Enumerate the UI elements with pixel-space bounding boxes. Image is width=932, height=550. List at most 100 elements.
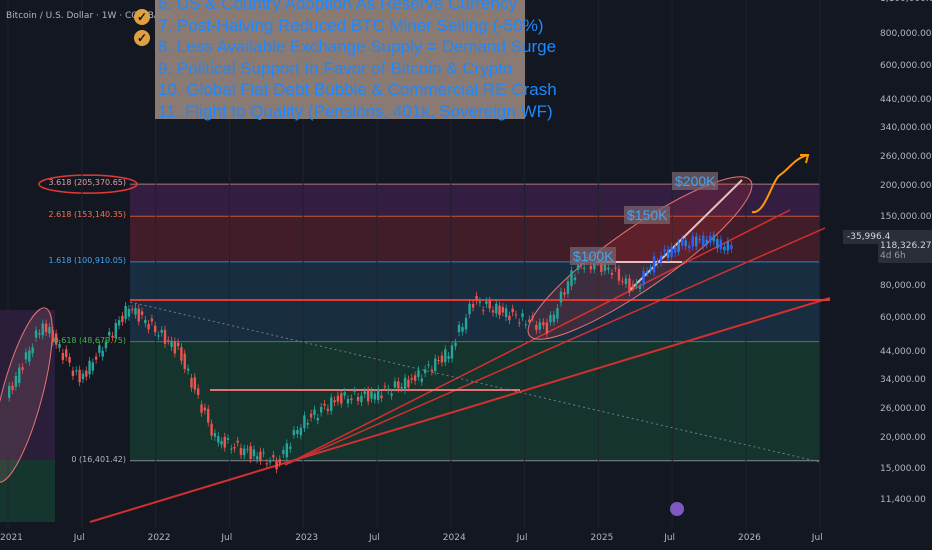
candle: [363, 391, 366, 395]
candle: [18, 367, 21, 383]
y-tick-label: 20,000.00: [880, 433, 926, 443]
candle: [262, 452, 265, 454]
candle: [444, 349, 447, 363]
candle: [603, 262, 607, 271]
candle: [249, 446, 252, 459]
x-tick-label: Jul: [369, 533, 380, 543]
check-icon: ✓: [134, 9, 150, 25]
candle: [289, 446, 292, 449]
candle: [71, 370, 75, 376]
candle: [400, 386, 403, 389]
candle: [642, 270, 645, 286]
candle: [140, 311, 144, 315]
candle: [478, 301, 482, 303]
trendline: [89, 297, 831, 523]
candle: [566, 281, 570, 294]
projection-arrow: [800, 154, 810, 164]
candle: [323, 403, 326, 406]
candle: [475, 295, 478, 301]
candle: [366, 390, 370, 402]
candle: [485, 301, 488, 304]
candle: [38, 333, 41, 335]
y-tick-label: 340,000.00: [880, 122, 932, 133]
candle: [190, 378, 193, 388]
candle: [624, 278, 628, 285]
candle: [124, 305, 127, 320]
candle: [213, 433, 217, 437]
candle: [41, 323, 44, 336]
y-tick-label: 26,000.00: [880, 404, 926, 415]
candle: [726, 241, 730, 251]
candle: [11, 385, 14, 390]
candle: [114, 323, 117, 338]
candle: [528, 319, 531, 322]
candle: [217, 436, 220, 443]
candle: [313, 409, 316, 415]
candle: [268, 461, 272, 463]
candle: [730, 245, 733, 249]
candle: [702, 235, 705, 247]
candle: [393, 381, 397, 388]
candle: [656, 261, 659, 264]
candle: [316, 418, 320, 421]
candle: [659, 255, 663, 263]
y-tick-label: 80,000.00: [880, 281, 926, 292]
thesis-line: 11. Flight to Quality (Pensions, 401k, S…: [158, 101, 553, 121]
candle: [186, 368, 190, 371]
candle: [157, 335, 160, 337]
candle: [709, 235, 712, 243]
candle: [88, 360, 91, 375]
candle: [196, 388, 200, 395]
candle: [285, 443, 289, 458]
candle: [61, 352, 65, 361]
thesis-line: 10. Global Fiat Debt Bubble & Commercial…: [158, 80, 557, 99]
candle: [336, 395, 340, 402]
candle: [511, 308, 514, 313]
y-tick-label: 60,000.00: [880, 312, 926, 323]
candle: [242, 448, 246, 456]
fib-band: [130, 341, 820, 461]
trendline: [284, 227, 826, 466]
thesis-line: 7. Post-Halving Reduced BTC Miner Sellin…: [158, 15, 544, 35]
candle: [468, 303, 471, 315]
candle: [346, 398, 350, 404]
candle: [255, 456, 259, 460]
candle: [635, 283, 638, 285]
candle: [183, 353, 186, 370]
x-tick-label: 2024: [442, 533, 466, 543]
candle: [695, 236, 698, 247]
candle: [403, 377, 407, 390]
thesis-line: 6. US & Country Adoption As Reserve Curr…: [158, 0, 518, 13]
x-tick-label: 2022: [147, 533, 171, 543]
candle: [663, 249, 666, 252]
fib-label: 0.618 (48,679.75): [53, 335, 126, 345]
candle: [417, 370, 420, 377]
candle: [628, 278, 631, 293]
candle: [259, 451, 262, 462]
candle: [684, 240, 687, 247]
y-tick-label: 600,000.00: [880, 60, 932, 71]
candle: [454, 342, 457, 347]
candle: [360, 395, 363, 403]
candle: [504, 308, 508, 318]
candle: [698, 239, 701, 241]
candle: [91, 362, 95, 371]
lightning-icon[interactable]: [670, 502, 684, 516]
candle: [370, 391, 373, 399]
countdown: 4d 6h: [880, 251, 906, 261]
fib-label: 1.618 (100,910.05): [48, 255, 127, 265]
candle: [383, 386, 387, 388]
candle: [167, 340, 170, 342]
channel-line: [629, 179, 743, 291]
candle: [614, 267, 617, 269]
candle: [200, 404, 203, 413]
y-tick-label: 200,000.00: [880, 181, 932, 191]
candle: [573, 277, 577, 281]
candle: [461, 327, 464, 332]
candle: [457, 324, 461, 333]
candle: [330, 397, 333, 411]
candle: [430, 369, 434, 372]
fib-label: 3.618 (205,370.65): [48, 178, 127, 188]
candle: [303, 415, 306, 429]
